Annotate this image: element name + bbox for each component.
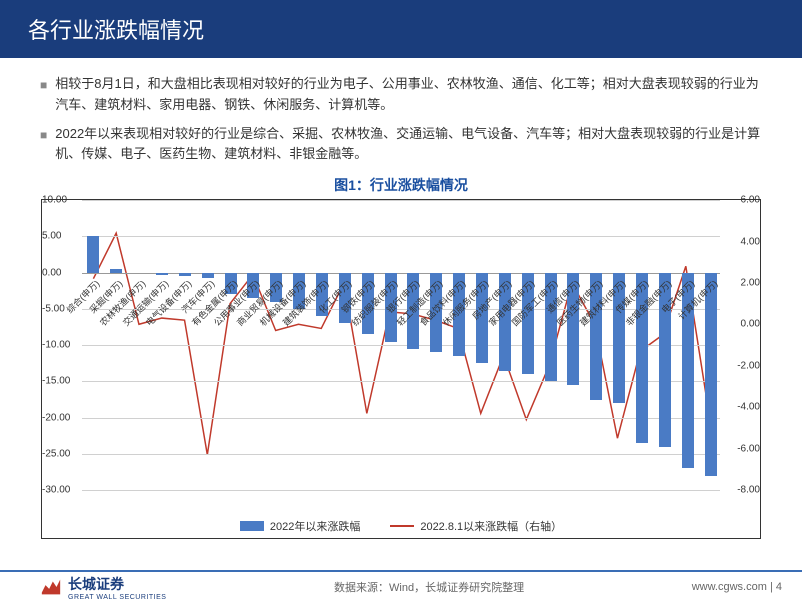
y-right-tick: -6.00 — [737, 443, 760, 454]
y-right-tick: 6.00 — [741, 195, 760, 206]
gridline — [82, 490, 720, 491]
logo-cn: 长城证券 — [68, 574, 166, 594]
legend-bar-label: 2022年以来涨跌幅 — [270, 518, 360, 534]
chart-title: 图1：行业涨跌幅情况 — [40, 175, 762, 195]
bar — [705, 273, 717, 476]
y-right-tick: -4.00 — [737, 402, 760, 413]
y-left-tick: -25.00 — [42, 448, 70, 459]
y-right-tick: -8.00 — [737, 485, 760, 496]
y-left-tick: 10.00 — [42, 195, 67, 206]
bullet-icon: ■ — [40, 128, 47, 142]
bullet-item: ■ 相较于8月1日，和大盘相比表现相对较好的行业为电子、公用事业、农林牧渔、通信… — [40, 74, 762, 116]
slide-title: 各行业涨跌幅情况 — [28, 13, 204, 45]
y-right-tick: 4.00 — [741, 236, 760, 247]
y-left-tick: 0.00 — [42, 267, 61, 278]
bar — [179, 273, 191, 277]
legend-line-label: 2022.8.1以来涨跌幅（右轴） — [420, 518, 562, 534]
y-left-tick: -10.00 — [42, 340, 70, 351]
gridline — [82, 454, 720, 455]
chart-legend: 2022年以来涨跌幅 2022.8.1以来涨跌幅（右轴） — [42, 518, 760, 534]
gridline — [82, 200, 720, 201]
logo-icon — [40, 576, 62, 598]
bullet-text: 相较于8月1日，和大盘相比表现相对较好的行业为电子、公用事业、农林牧渔、通信、化… — [55, 74, 762, 116]
bullet-icon: ■ — [40, 78, 47, 92]
bar — [156, 273, 168, 275]
footer-page: 4 — [776, 581, 782, 593]
logo-en: GREAT WALL SECURITIES — [68, 594, 166, 601]
legend-item-line: 2022.8.1以来涨跌幅（右轴） — [390, 518, 562, 534]
y-right-tick: 2.00 — [741, 278, 760, 289]
slide-footer: 长城证券 GREAT WALL SECURITIES 数据来源：Wind，长城证… — [0, 570, 802, 602]
y-right-tick: -2.00 — [737, 360, 760, 371]
y-left-tick: -20.00 — [42, 412, 70, 423]
y-left-tick: -5.00 — [42, 303, 65, 314]
gridline — [82, 418, 720, 419]
y-left-tick: -30.00 — [42, 485, 70, 496]
source-text: 数据来源：Wind，长城证券研究院整理 — [334, 579, 524, 595]
legend-swatch-bar — [240, 521, 264, 531]
footer-url: www.cgws.com — [692, 581, 767, 593]
logo: 长城证券 GREAT WALL SECURITIES — [40, 574, 166, 601]
gridline — [82, 236, 720, 237]
chart-container: -30.00 -25.00 -20.00 -15.00 -10.00 -5.00 0.00 5… — [41, 199, 761, 539]
bullet-text: 2022年以来表现相对较好的行业是综合、采掘、农林牧渔、交通运输、电气设备、汽车… — [55, 124, 762, 166]
bullet-item: ■ 2022年以来表现相对较好的行业是综合、采掘、农林牧渔、交通运输、电气设备、… — [40, 124, 762, 166]
bar — [110, 269, 122, 273]
y-axis-left: -30.00-25.00-20.00-15.00-10.00-5.000.005… — [40, 200, 80, 490]
slide-header: 各行业涨跌幅情况 — [0, 0, 802, 58]
content-area: ■ 相较于8月1日，和大盘相比表现相对较好的行业为电子、公用事业、农林牧渔、通信… — [0, 58, 802, 539]
legend-item-bar: 2022年以来涨跌幅 — [240, 518, 360, 534]
y-axis-right: -8.00-6.00-4.00-2.000.002.004.006.00 — [722, 200, 762, 490]
legend-swatch-line — [390, 525, 414, 527]
y-right-tick: 0.00 — [741, 319, 760, 330]
logo-text-wrap: 长城证券 GREAT WALL SECURITIES — [68, 574, 166, 601]
footer-right: www.cgws.com | 4 — [692, 581, 782, 593]
bar — [87, 236, 99, 272]
y-left-tick: 5.00 — [42, 231, 61, 242]
y-left-tick: -15.00 — [42, 376, 70, 387]
chart-plot: 综合(申万)采掘(申万)农林牧渔(申万)交通运输(申万)电气设备(申万)汽车(申… — [82, 200, 720, 490]
